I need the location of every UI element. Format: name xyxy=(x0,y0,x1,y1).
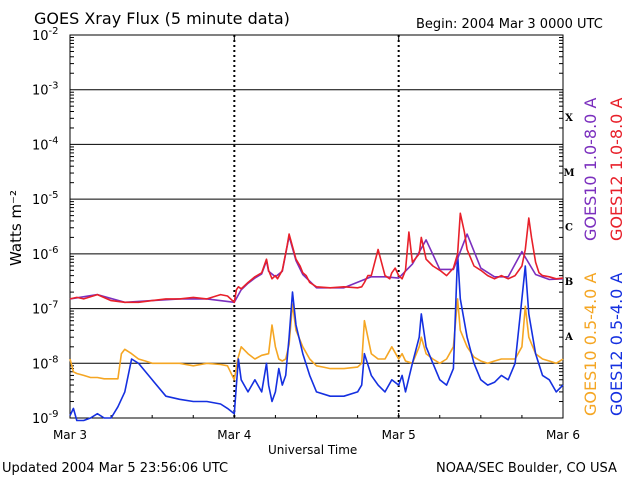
y-tick-mantissa: 10 xyxy=(32,303,49,318)
y-tick-label: 10-9 xyxy=(32,409,59,427)
series-line-goes10-1-0-8-0-a xyxy=(69,233,564,304)
y-tick-exponent: -4 xyxy=(49,135,59,146)
y-tick-labels: 10-910-810-710-610-510-410-310-2 xyxy=(32,26,59,427)
flare-class-label: X xyxy=(565,113,573,124)
x-tick-label: Mar 5 xyxy=(382,428,416,442)
updated-timestamp: Updated 2004 Mar 5 23:56:06 UTC xyxy=(2,461,229,476)
y-tick-exponent: -8 xyxy=(49,354,59,365)
y-tick-mantissa: 10 xyxy=(32,29,49,44)
y-tick-mantissa: 10 xyxy=(32,84,49,99)
y-tick-exponent: -3 xyxy=(49,81,59,92)
flare-class-label: C xyxy=(565,223,573,234)
y-tick-mantissa: 10 xyxy=(32,248,49,263)
y-tick-mantissa: 10 xyxy=(32,193,49,208)
series-lines xyxy=(69,212,564,422)
x-tick-label: Mar 3 xyxy=(53,428,87,442)
flare-class-label: M xyxy=(563,168,574,179)
chart-title: GOES Xray Flux (5 minute data) xyxy=(34,9,290,28)
series-line-goes10-0-5-4-0-a xyxy=(69,298,564,381)
legend-goes10-long: GOES10 1.0-8.0 A xyxy=(581,97,600,241)
y-tick-label: 10-3 xyxy=(32,81,59,99)
y-tick-exponent: -5 xyxy=(49,190,59,201)
y-axis-title: Watts m⁻² xyxy=(7,190,25,266)
y-tick-exponent: -7 xyxy=(49,300,59,311)
grid xyxy=(69,34,564,419)
y-tick-mantissa: 10 xyxy=(32,412,49,427)
flare-class-labels: X M C B A xyxy=(563,113,574,343)
series-line-goes12-0-5-4-0-a xyxy=(69,253,564,422)
x-axis-title: Universal Time xyxy=(268,443,358,457)
y-tick-exponent: -9 xyxy=(49,409,59,420)
y-tick-exponent: -6 xyxy=(49,245,59,256)
flare-class-label: B xyxy=(565,277,573,288)
x-tick-label: Mar 6 xyxy=(546,428,580,442)
flare-class-label: A xyxy=(564,332,573,343)
y-tick-label: 10-2 xyxy=(32,26,59,44)
credit-text: NOAA/SEC Boulder, CO USA xyxy=(436,461,617,476)
x-tick-labels: Mar 3 Mar 4 Mar 5 Mar 6 xyxy=(53,428,580,442)
y-tick-label: 10-7 xyxy=(32,300,59,318)
series-line-goes12-1-0-8-0-a xyxy=(69,212,564,304)
legend-goes12-short: GOES12 0.5-4.0 A xyxy=(607,272,626,416)
y-tick-label: 10-6 xyxy=(32,245,59,263)
legend-goes12-long: GOES12 1.0-8.0 A xyxy=(607,97,626,241)
y-tick-label: 10-5 xyxy=(32,190,59,208)
y-tick-exponent: -2 xyxy=(49,26,59,37)
x-tick-label: Mar 4 xyxy=(217,428,251,442)
y-tick-label: 10-4 xyxy=(32,135,59,153)
legend-goes10-short: GOES10 0.5-4.0 A xyxy=(581,272,600,416)
y-tick-mantissa: 10 xyxy=(32,357,49,372)
begin-time: Begin: 2004 Mar 3 0000 UTC xyxy=(416,17,603,32)
y-tick-label: 10-8 xyxy=(32,354,59,372)
y-tick-mantissa: 10 xyxy=(32,138,49,153)
